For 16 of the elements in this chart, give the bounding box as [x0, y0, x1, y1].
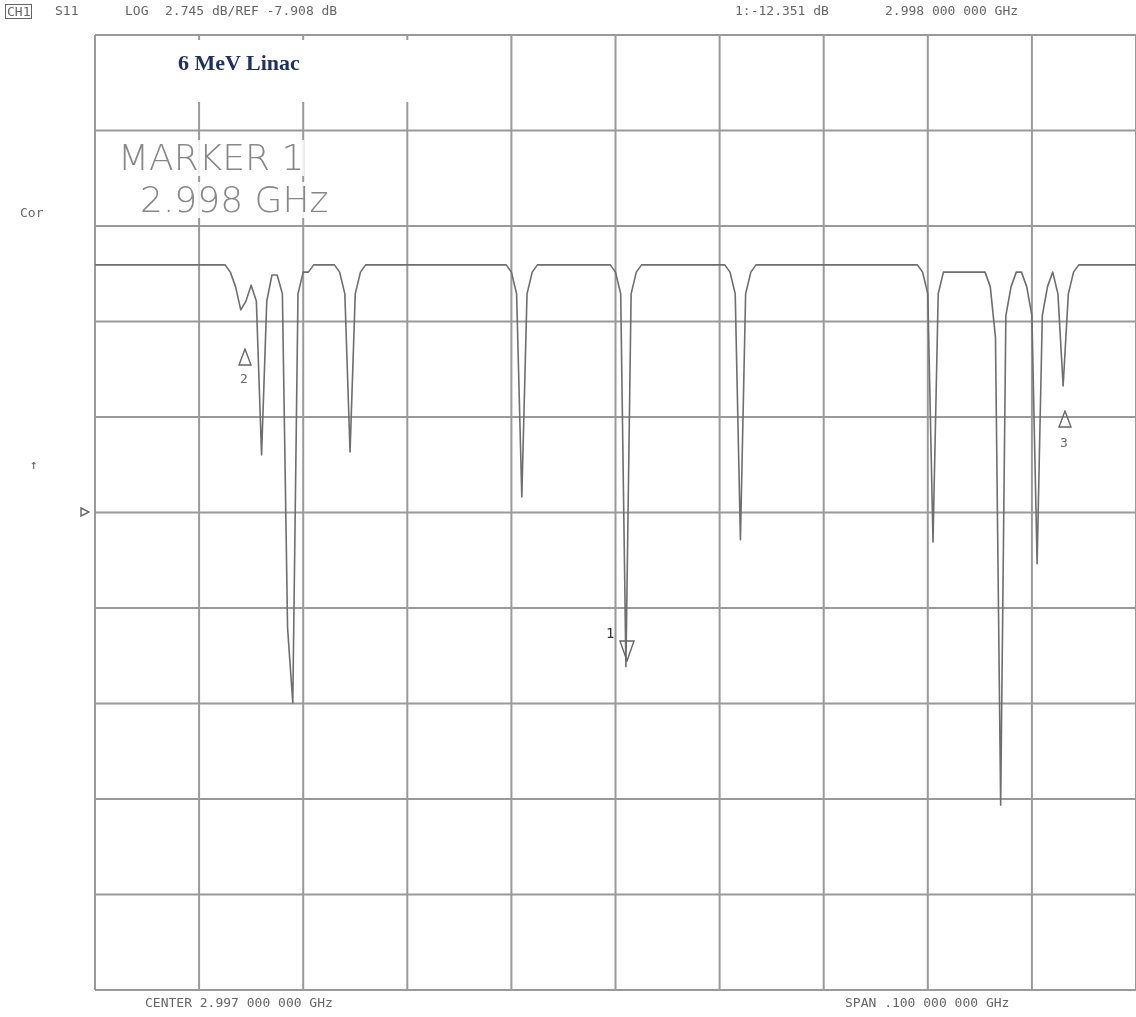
text: 2.745 dB/REF -7.908 dB	[165, 3, 338, 18]
text: CENTER 2.997 000 000 GHz	[145, 995, 333, 1010]
annotation: 3	[1060, 435, 1068, 450]
text: 2.998 GHz	[140, 179, 329, 220]
text: MARKER 1	[118, 137, 305, 178]
text: SPAN .100 000 000 GHz	[845, 995, 1010, 1010]
text: 2.998 000 000 GHz	[885, 3, 1019, 18]
text: S11	[55, 3, 79, 18]
text: Cor	[20, 205, 44, 220]
text: ↑	[30, 457, 38, 472]
chart-title: 6 MeV Linac	[178, 50, 300, 76]
annotation: 1	[606, 625, 615, 641]
text: 1:-12.351 dB	[735, 3, 829, 18]
annotation: 2	[240, 371, 248, 386]
text: LOG	[125, 3, 149, 18]
text: CH1	[5, 4, 33, 19]
